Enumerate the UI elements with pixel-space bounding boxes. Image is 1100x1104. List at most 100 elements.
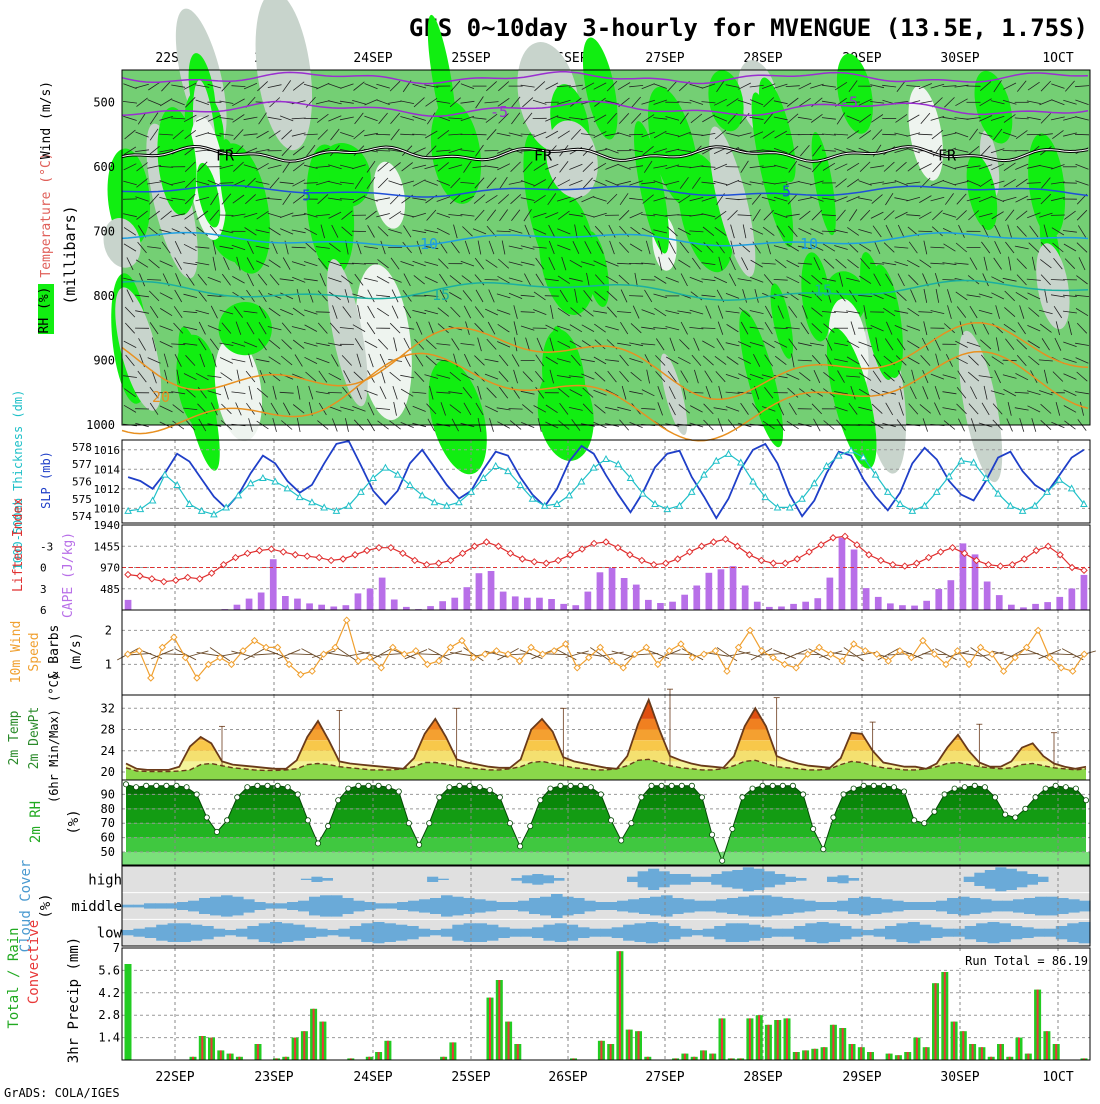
cape-bar	[742, 586, 749, 611]
rh-point	[1043, 786, 1048, 791]
wind-barb	[376, 134, 390, 135]
cloud-low-cell	[236, 929, 248, 937]
cape-bar	[597, 572, 604, 610]
cloud-low-cell	[543, 925, 555, 941]
wind-barb-10m	[185, 651, 208, 658]
cape-bar	[887, 603, 894, 610]
precip-convective-bar	[220, 1050, 222, 1060]
precip-convective-bar	[823, 1047, 825, 1060]
date-label-top: 25SEP	[451, 51, 490, 66]
cloud-middle-cell	[749, 895, 761, 916]
thickness-point	[382, 465, 388, 471]
cloud-high-cell	[848, 878, 859, 881]
precip-convective-bar	[981, 1047, 983, 1060]
cape-bar	[306, 603, 313, 610]
wind-barb	[316, 312, 330, 313]
rh-point	[982, 785, 987, 790]
rh-point	[588, 785, 593, 790]
cloud-low-cell	[498, 927, 510, 938]
cloud-middle-cell	[947, 898, 959, 914]
cloud-middle-cell	[617, 901, 629, 912]
cloud-low-cell	[122, 930, 134, 935]
precip-convective-bar	[870, 1052, 872, 1060]
wind-barb	[509, 409, 523, 410]
cloud-low-cell	[965, 926, 977, 939]
precip-convective-bar	[749, 1018, 751, 1060]
cloud-middle-cell	[793, 899, 805, 912]
cloud-low-cell	[931, 927, 943, 938]
wind10m-axis-label-c: & Barbs	[47, 625, 62, 680]
lifted-index-point	[531, 559, 537, 565]
pressure-tick: 700	[93, 224, 115, 238]
precip-convective-bar	[944, 972, 946, 1060]
rh-point	[336, 798, 341, 803]
cloud-high-cell	[795, 878, 806, 881]
wind-barb-10m	[197, 652, 221, 656]
cloud-middle-cell	[760, 895, 772, 916]
rh-point	[1023, 806, 1028, 811]
cape-bar	[572, 605, 579, 610]
precip-convective-bar	[1046, 1031, 1048, 1060]
cape-bar	[851, 550, 858, 611]
cloud-middle-cell	[639, 898, 651, 914]
precip-convective-bar	[489, 998, 491, 1060]
cloud-high-cell	[1016, 871, 1027, 887]
lifted-index-point	[483, 539, 489, 545]
wind-barb	[473, 134, 487, 135]
lifted-index-point	[364, 548, 370, 554]
cloud-middle-cell	[1024, 898, 1036, 914]
pressure-axis-label: (millibars)	[61, 205, 79, 304]
rh-point	[558, 783, 563, 788]
cloud-low-cell	[179, 923, 191, 942]
cloud-low-cell	[441, 929, 453, 937]
cloud-middle-cell	[980, 899, 992, 912]
lifted-index-point	[197, 576, 203, 582]
wind-barb	[882, 134, 896, 135]
thickness-tick: 576	[72, 476, 92, 489]
cloud-middle-cell	[595, 902, 607, 910]
rh-point	[912, 818, 917, 823]
pressure-tick: 500	[93, 95, 115, 109]
date-label-bottom: 1OCT	[1042, 1070, 1073, 1085]
cloud-middle-cell	[562, 897, 574, 916]
precip-convective-bar	[452, 1042, 454, 1060]
temp-tick: 28	[101, 723, 115, 737]
cape-bar	[270, 559, 277, 610]
cloud-low-cell	[896, 923, 908, 942]
rh-point	[811, 826, 816, 831]
rh-point	[214, 829, 219, 834]
wind-speed-point	[816, 644, 822, 650]
rh-point	[174, 783, 179, 788]
cloud-low-cell	[953, 929, 965, 937]
date-label-top: 27SEP	[645, 51, 684, 66]
precip-convective-bar	[1055, 1044, 1057, 1060]
lifted-index-point	[699, 543, 705, 549]
cloud-middle-cell	[1057, 898, 1069, 914]
cloud-low-cell	[133, 929, 145, 937]
wind-speed-point	[401, 651, 407, 657]
cape-bar	[524, 598, 531, 610]
cape-bar	[1056, 597, 1063, 610]
cloud-middle-cell	[969, 898, 981, 914]
minmax-axis-label: (6hr Min/Max) (°C)	[47, 673, 61, 803]
cloud-low-cell	[430, 930, 442, 935]
rh-point	[942, 792, 947, 797]
lifted-index-point	[985, 562, 991, 568]
rh-point	[376, 783, 381, 788]
thickness-point	[162, 472, 168, 478]
precip-total-label: Total / Rain	[6, 927, 22, 1028]
cloud-middle-cell	[826, 902, 838, 910]
rh-point	[467, 783, 472, 788]
cape-bar	[669, 602, 676, 610]
cape-bar	[984, 582, 991, 611]
rh-point	[194, 792, 199, 797]
cape-bar	[996, 595, 1003, 610]
wind-speed-point	[724, 668, 730, 674]
cloud-high-cell	[553, 878, 564, 881]
rh-point	[437, 795, 442, 800]
lifted-index-point	[663, 560, 669, 566]
wind-speed-point	[862, 648, 868, 654]
cloud-low-cell	[316, 929, 328, 937]
cloud-middle-cell	[650, 897, 662, 916]
date-label-bottom: 27SEP	[645, 1070, 684, 1085]
